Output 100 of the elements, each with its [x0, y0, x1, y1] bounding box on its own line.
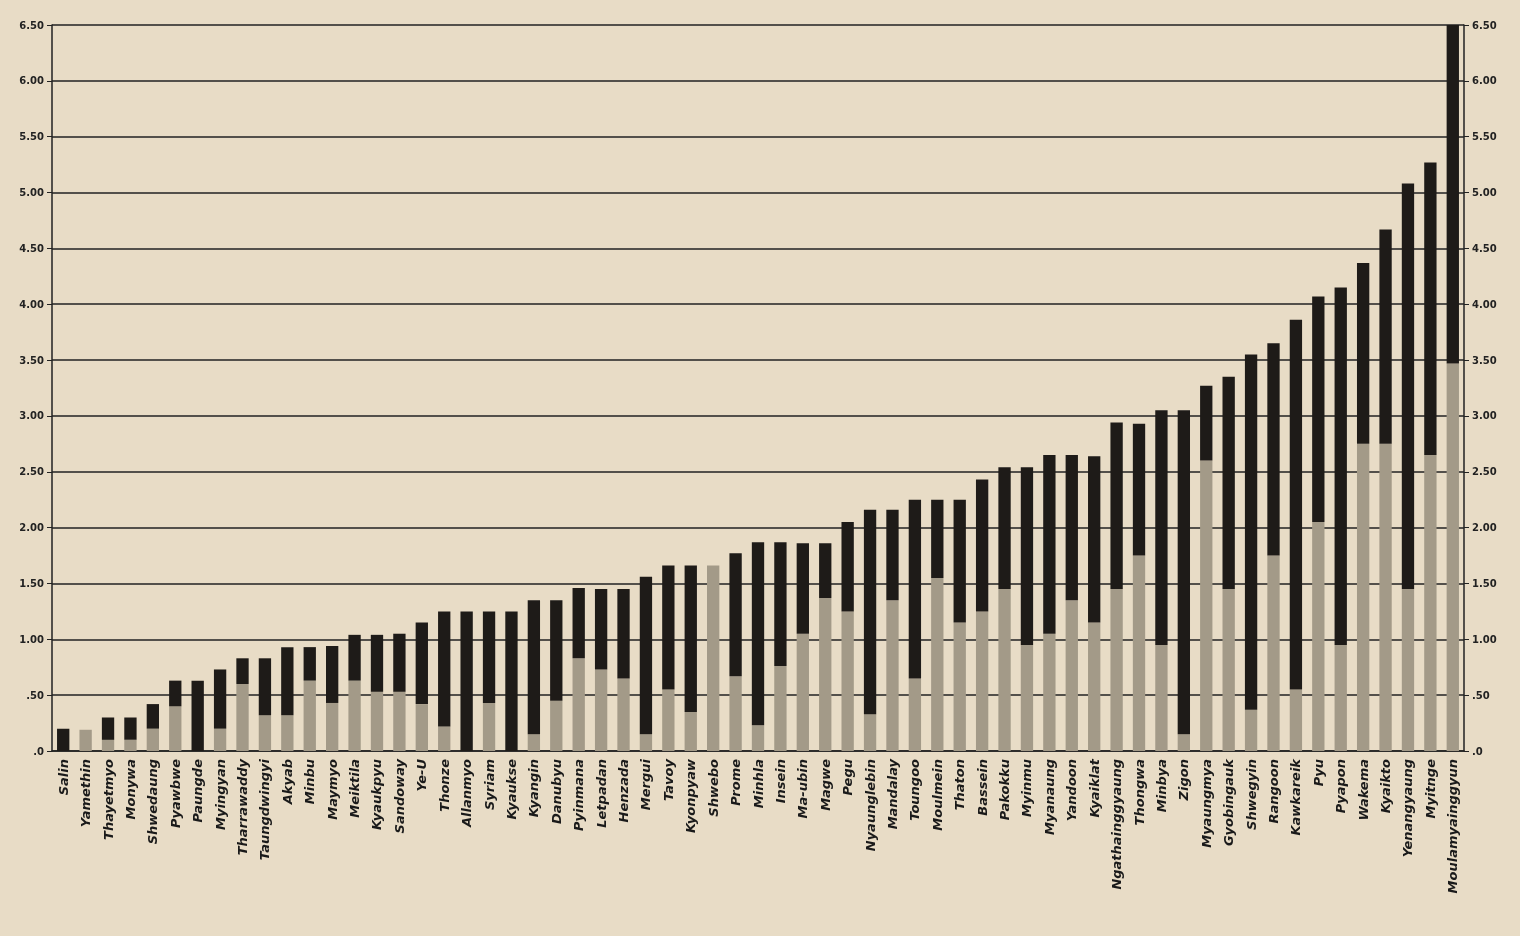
- x-tick-label: Pyu: [1310, 759, 1326, 787]
- y2-tick-label: .0: [1472, 745, 1483, 757]
- bar: [751, 725, 765, 751]
- bar: [1222, 589, 1235, 751]
- bar: [572, 658, 585, 751]
- x-tick-label: Shwebo: [705, 758, 721, 817]
- y2-tick-label: 4.00: [1472, 298, 1497, 310]
- x-tick-label: Shwegyin: [1243, 759, 1259, 830]
- bar: [101, 717, 115, 740]
- y2-tick-label: 2.00: [1472, 522, 1497, 534]
- bar: [124, 717, 137, 740]
- y2-tick-label: 5.00: [1472, 187, 1497, 199]
- bar: [1356, 443, 1370, 751]
- y2-tick-label: 2.50: [1472, 466, 1497, 478]
- x-tick-label: Magwe: [817, 758, 833, 811]
- bar: [1020, 644, 1034, 751]
- x-tick-label: Gyobingauk: [1221, 757, 1237, 847]
- bar: [415, 704, 428, 751]
- x-tick-label: Toungoo: [907, 758, 923, 821]
- y-tick-label: 6.00: [19, 75, 45, 87]
- x-tick-label: Monywa: [122, 759, 138, 820]
- bar: [662, 689, 675, 751]
- x-tick-label: Taungdwingyi: [257, 758, 273, 861]
- x-tick-label: Myitnge: [1422, 758, 1438, 819]
- bar: [998, 589, 1011, 751]
- y-tick-label: .50: [26, 689, 45, 701]
- bar: [370, 691, 384, 751]
- x-tick-label: Zigon: [1176, 759, 1192, 802]
- y-tick-label: 5.00: [19, 187, 45, 199]
- bar: [303, 680, 316, 751]
- x-tick-label: Insein: [772, 759, 788, 804]
- x-tick-label: Nyaunglebin: [862, 759, 878, 852]
- bar: [617, 678, 630, 751]
- y-tick-label: 4.50: [19, 242, 45, 254]
- y2-tick-label: 1.50: [1472, 577, 1497, 589]
- x-tick-label: Mandalay: [884, 758, 900, 830]
- bar: [146, 704, 160, 729]
- bar: [303, 647, 316, 681]
- y-tick-label: 3.50: [19, 354, 45, 366]
- x-tick-label: Thonze: [436, 758, 452, 812]
- bar: [213, 728, 227, 751]
- x-tick-label: Yamethin: [78, 759, 94, 828]
- y-tick-label: .0: [33, 745, 45, 757]
- x-tick-label: Moulamyainggyun: [1445, 759, 1461, 894]
- x-tick-label: Salin: [55, 759, 71, 796]
- bar: [1065, 600, 1078, 751]
- bar: [729, 676, 742, 751]
- x-tick-label: Kyaiklat: [1086, 758, 1102, 818]
- y2-tick-label: 3.00: [1472, 410, 1497, 422]
- bar: [841, 611, 854, 751]
- y2-tick-label: .50: [1472, 689, 1490, 701]
- x-tick-label: Shwedaung: [145, 759, 161, 845]
- x-tick-label: Henzada: [616, 759, 632, 823]
- y-tick-label: 2.00: [19, 522, 45, 534]
- x-tick-label: Ma-ubin: [795, 759, 811, 819]
- y-tick-label: 4.00: [19, 298, 45, 310]
- x-tick-label: Minbu: [302, 759, 318, 805]
- y-tick-label: 3.00: [19, 410, 45, 422]
- x-tick-label: Myanaung: [1041, 759, 1057, 836]
- y2-tick-label: 1.00: [1472, 633, 1497, 645]
- bar: [863, 714, 877, 751]
- y2-tick-label: 5.50: [1472, 131, 1497, 143]
- bar: [774, 666, 787, 751]
- bar: [146, 728, 160, 751]
- x-tick-label: Kyonpyaw: [683, 758, 699, 833]
- x-tick-label: Danubyu: [548, 759, 564, 825]
- bar: [236, 658, 249, 684]
- bar: [281, 715, 294, 751]
- x-tick-label: Thongwa: [1131, 759, 1147, 826]
- bar: [101, 739, 115, 751]
- x-tick-label: Ngathainggyaung: [1109, 759, 1125, 890]
- x-tick-label: Bassein: [974, 759, 990, 816]
- bar: [1200, 460, 1213, 751]
- bar: [326, 702, 339, 751]
- bar: [1244, 709, 1258, 751]
- y2-tick-label: 6.50: [1472, 19, 1497, 31]
- bar: [79, 729, 92, 751]
- x-tick-label: Minbya: [1153, 759, 1169, 813]
- x-tick-label: Myingyan: [212, 759, 228, 830]
- x-tick-label: Letpadan: [593, 759, 609, 828]
- x-tick-label: Thaton: [952, 759, 968, 811]
- x-tick-label: Sandoway: [391, 758, 407, 834]
- bar: [1267, 555, 1280, 751]
- bar: [707, 565, 720, 751]
- bar: [1043, 633, 1056, 751]
- bar: [1110, 589, 1123, 751]
- bar: [169, 706, 182, 751]
- bar: [975, 611, 989, 751]
- x-tick-label: Ye-U: [414, 758, 430, 792]
- bar: [1334, 644, 1347, 751]
- bar: [639, 734, 653, 751]
- bar: [1446, 363, 1459, 751]
- bar: [348, 680, 361, 751]
- x-tick-label: Mergui: [638, 758, 654, 811]
- x-tick-label: Akyab: [279, 759, 295, 806]
- x-tick-label: Thayetmyo: [100, 758, 116, 840]
- bar: [594, 669, 608, 751]
- x-tick-label: Yenangyaung: [1400, 759, 1416, 858]
- bar: [550, 700, 563, 751]
- bar: [1401, 589, 1415, 751]
